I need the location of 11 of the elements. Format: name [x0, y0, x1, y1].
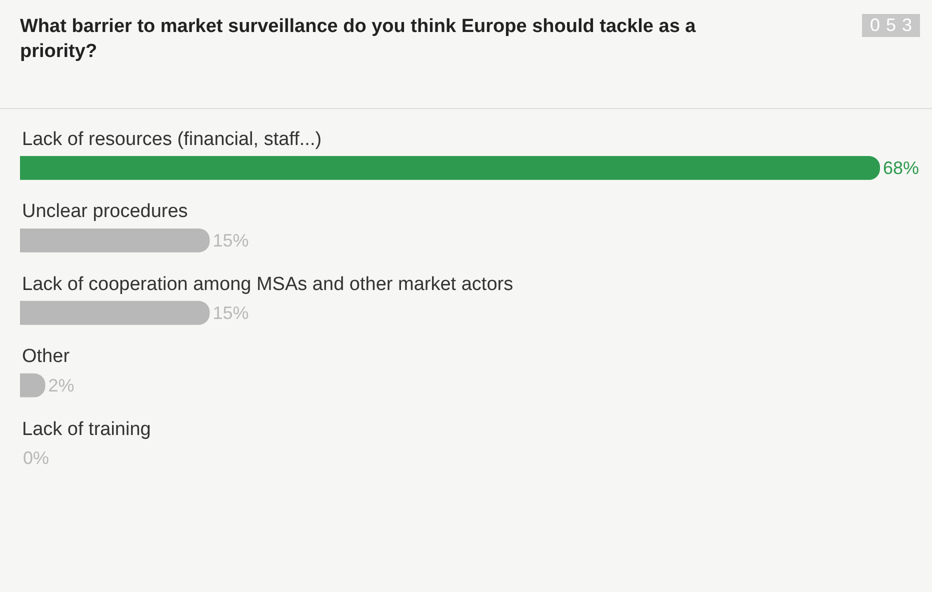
y-tick-label: Lack of cooperation among MSAs and other market actors — [22, 274, 514, 295]
y-tick-label: Other — [22, 346, 70, 367]
data-label: 0% — [23, 448, 50, 468]
y-tick-label: Lack of training — [22, 419, 151, 440]
data-label: 15% — [212, 302, 249, 323]
data-label: 15% — [212, 230, 249, 250]
y-tick-label: Lack of resources (financial, staff...) — [22, 129, 322, 150]
data-label: 68% — [883, 158, 920, 178]
data-label: 2% — [48, 375, 74, 396]
y-tick-label: Unclear procedures — [22, 201, 188, 222]
chart-title: What barrier to market surveillance do you think Europe should tackle as a priority? — [20, 15, 697, 64]
